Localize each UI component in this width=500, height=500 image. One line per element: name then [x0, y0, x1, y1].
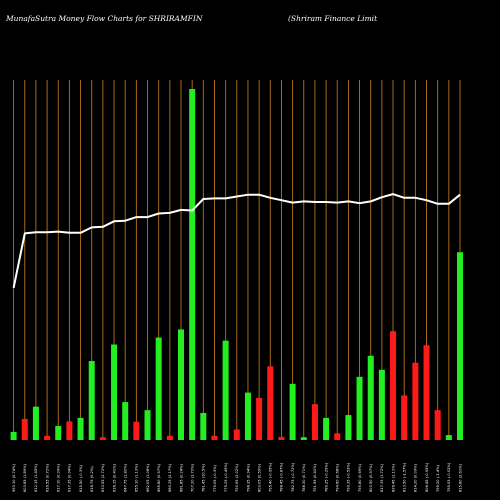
- x-tick-label: 781.45 (10.5%): [202, 463, 206, 492]
- x-tick-label: 593.10 (0.74%): [12, 463, 16, 492]
- money-flow-bar: [88, 361, 95, 440]
- x-tick-label: 806.45 (-0.95%): [425, 462, 429, 492]
- money-flow-bar: [434, 410, 441, 440]
- money-flow-bar: [178, 329, 184, 440]
- money-flow-bar: [367, 355, 374, 440]
- x-tick-label: 795.40 (-0.95%): [269, 462, 273, 492]
- money-flow-bar: [66, 421, 73, 440]
- money-flow-bar: [211, 435, 218, 440]
- x-tick-label: 813.50 (-1.57%): [403, 462, 407, 492]
- x-tick-label: 680.25 (2.17%): [168, 463, 172, 492]
- money-flow-bar: [55, 425, 62, 440]
- x-tick-label: 617.35 (0.04%): [68, 463, 72, 492]
- x-tick-label: 795.05 (-0.02%): [447, 462, 451, 492]
- money-flow-bar: [423, 345, 430, 440]
- x-tick-label: 707.20 (3.72%): [190, 463, 194, 492]
- money-flow-bar: [122, 402, 129, 440]
- money-flow-bar: [111, 344, 118, 440]
- x-tick-label: 789.25 (-0.29%): [324, 462, 328, 492]
- x-tick-label: 798.35 (0.94%): [246, 463, 250, 492]
- money-flow-bar: [300, 437, 307, 440]
- x-tick-label: 826.45 (1.11%): [391, 463, 395, 492]
- money-flow-bar: [21, 418, 28, 440]
- money-flow-bar: [289, 383, 296, 440]
- x-tick-label: 782.75 (-0.72%): [291, 462, 295, 492]
- x-tick-label: 794.60 (0.68%): [336, 463, 340, 492]
- x-tick-label: 636.15 (0.41%): [112, 463, 116, 492]
- chart-title: MunafaSutra Money Flow Charts for SHRIRA…: [5, 14, 203, 23]
- money-flow-bar: [278, 436, 285, 440]
- x-tick-label: 617.10 (0.09%): [57, 463, 61, 492]
- money-flow-bar: [144, 410, 151, 440]
- x-tick-label: 788.45 (-0.87%): [280, 462, 284, 492]
- price-line: [12, 193, 461, 289]
- x-tick-label: 788.30 (0.71%): [302, 463, 306, 492]
- x-tick-label: 814.20 (0.09%): [414, 463, 418, 492]
- x-tick-label: 791.55 (0.41%): [313, 463, 317, 492]
- money-flow-bar: [457, 252, 463, 440]
- money-flow-bar: [267, 366, 274, 440]
- x-tick-label: 803.05 (0.59%): [257, 463, 261, 492]
- x-tick-label: 665.80 (0.57%): [157, 463, 161, 492]
- money-flow-bar: [311, 404, 318, 440]
- x-tick-label: 817.35 (1.72%): [380, 463, 384, 492]
- money-flow-bar: [256, 397, 263, 440]
- money-flow-bar: [356, 376, 363, 440]
- x-tick-labels: 593.10 (0.74%) 603.65 (1.89%) 612.15 (1.45…: [12, 462, 462, 492]
- x-tick-label: 815.80 (2.61%): [458, 463, 462, 492]
- money-flow-bar: [412, 362, 419, 440]
- money-flow-bar: [445, 435, 452, 440]
- x-tick-label: 612.15 (1.45%): [34, 463, 38, 492]
- x-tick-label: 803.50 (0.97%): [369, 463, 373, 492]
- x-tick-label: 603.65 (1.89%): [23, 463, 27, 492]
- x-tick-label: 779.05 (-0.3%): [213, 464, 217, 492]
- x-tick-label: 662.05 (1.06%): [146, 463, 150, 492]
- money-flow-bar: [200, 412, 207, 440]
- money-flow-bar: [44, 435, 51, 440]
- x-tick-label: 795.20 (-1.4%): [436, 464, 440, 492]
- x-tick-label: 615.50 (-0.3%): [79, 464, 83, 492]
- x-tick-label: 681.85 (0.24%): [179, 463, 183, 492]
- chart-subtitle: (Shriram Finance Limit: [288, 14, 378, 23]
- x-tick-label: 775.25 (-0.49%): [224, 462, 228, 492]
- money-flow-bar: [345, 415, 352, 440]
- money-flow-bar: [334, 433, 341, 440]
- x-tick-label: 633.55 (2.72%): [101, 463, 105, 492]
- money-flow-bar: [99, 437, 106, 440]
- money-flow-bar: [244, 392, 251, 440]
- money-flow-bar: [401, 395, 408, 440]
- money-flow-bar: [189, 89, 196, 440]
- x-tick-label: 647.75 (1.82%): [124, 463, 128, 492]
- x-tick-label: 616.55 (0.72%): [45, 463, 49, 492]
- money-flow-bar: [222, 340, 229, 440]
- x-tick-label: 655.10 (1.13%): [135, 463, 139, 492]
- x-tick-label: 790.35 (-0.53%): [347, 462, 351, 492]
- money-flow-bar: [10, 431, 17, 440]
- money-flow-bar: [133, 421, 140, 440]
- money-flow-bar: [77, 417, 84, 440]
- x-tick-label: 616.75 (0.2%): [90, 466, 94, 492]
- x-tick-label: 790.95 (2.02%): [235, 463, 239, 492]
- money-flow-bar: [323, 417, 330, 440]
- money-flow-bar: [233, 429, 240, 440]
- money-flow-bar: [390, 331, 397, 440]
- money-flow-bars: [10, 89, 463, 440]
- money-flow-bar: [155, 337, 162, 440]
- money-flow-bar: [378, 369, 385, 440]
- x-tick-label: 795.80 (0.69%): [358, 463, 362, 492]
- money-flow-bar: [166, 435, 173, 440]
- money-flow-bar: [32, 406, 39, 440]
